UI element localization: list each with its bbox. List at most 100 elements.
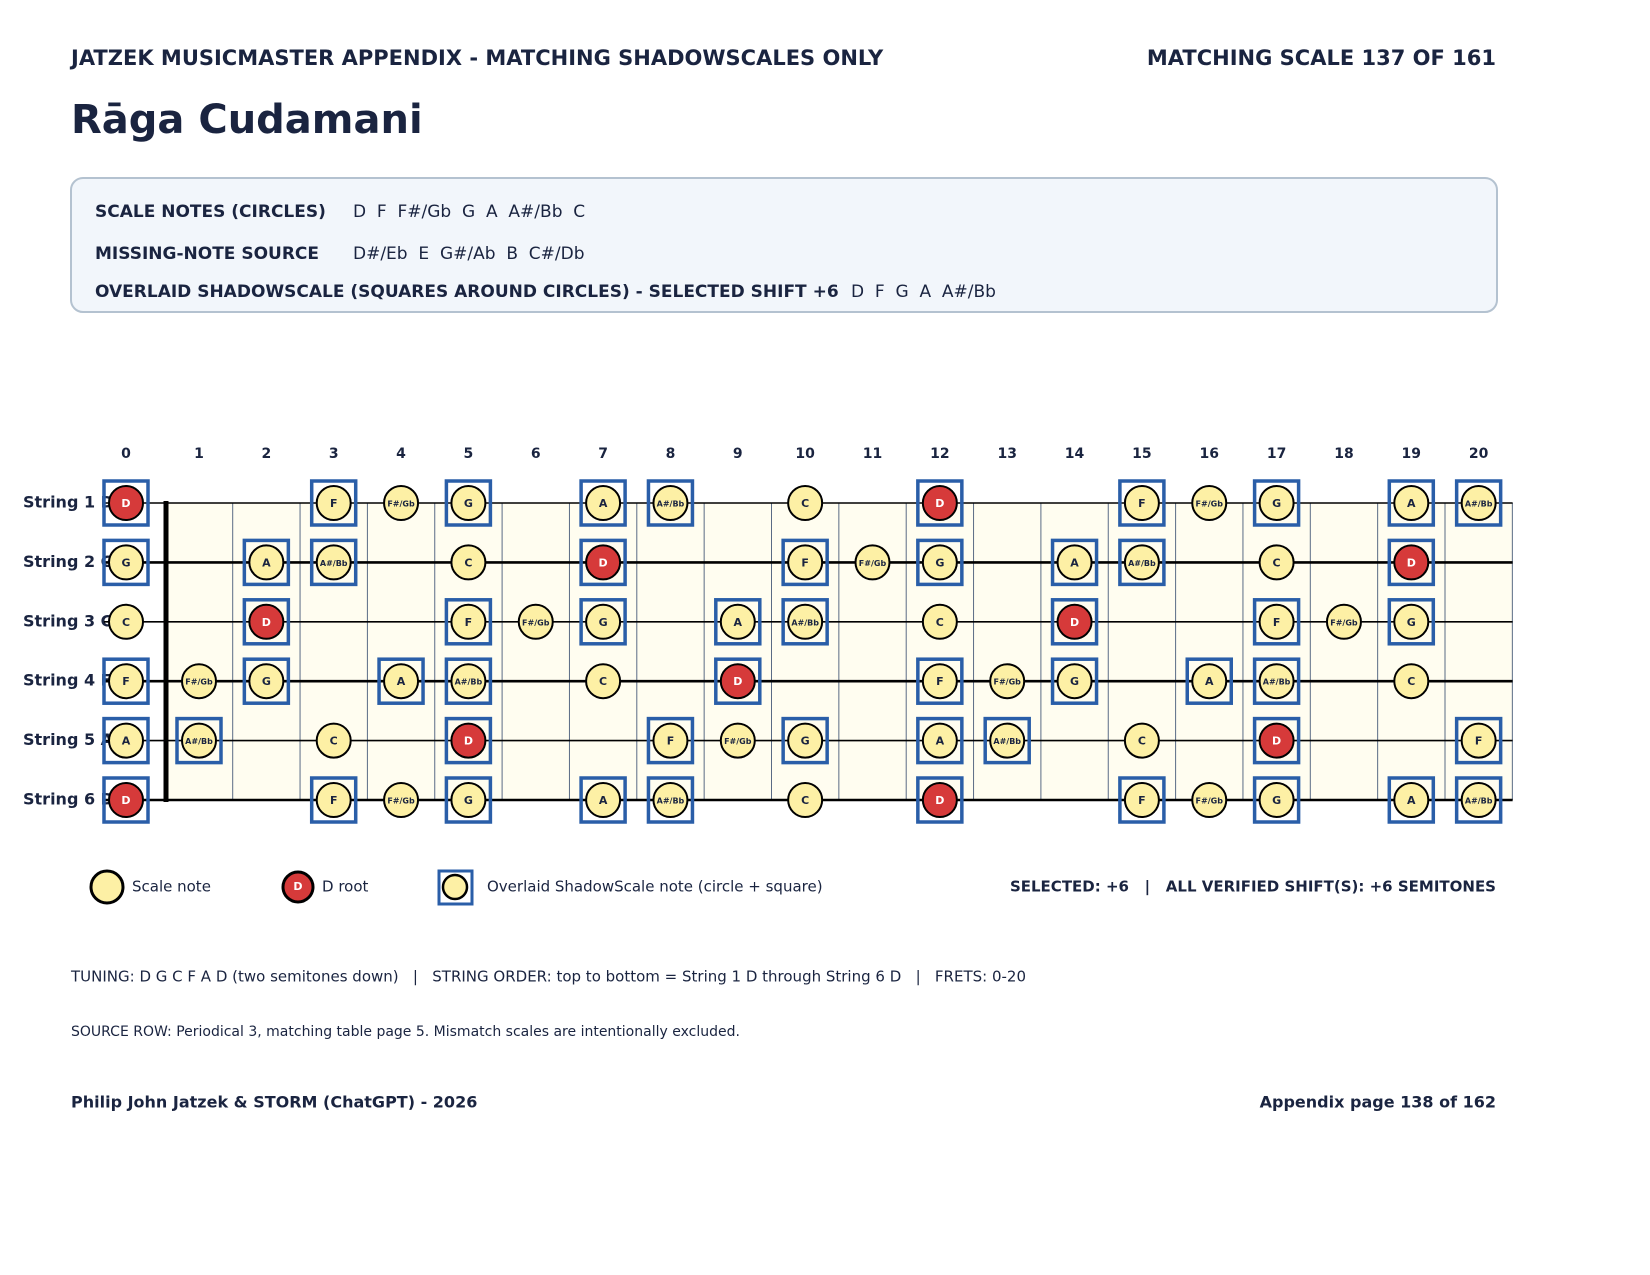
scale-note [1393,485,1430,521]
scale-note [315,782,352,818]
scale-note [315,722,352,759]
shadow-square [444,776,493,824]
fret-number: 5 [464,446,474,462]
shadow-square [1454,776,1503,824]
note-label: C [1273,556,1281,569]
fret-number: 11 [863,446,882,462]
note-label: D [1407,556,1416,569]
scale-note [181,663,217,700]
string-label: String 3 C [23,611,112,630]
shadow-square [102,776,150,824]
root-note [1258,722,1295,759]
string-label: String 4 F [23,671,112,690]
note-label: F#/Gb [1196,500,1224,509]
legend-label: Scale note [132,878,211,896]
shadow-square [916,538,964,587]
fret-number: 12 [930,446,949,462]
scale-note [854,544,891,581]
scale-note [1258,603,1295,640]
root-note [450,722,487,759]
shadow-square [1387,538,1436,587]
note-label: A [1407,497,1416,510]
note-label: A#/Bb [455,678,483,687]
shadow-square [916,479,964,527]
info-box [70,177,1498,313]
note-label: F [936,675,944,688]
note-label: G [121,556,130,569]
note-label: A#/Bb [320,559,348,568]
shadow-square [444,479,493,527]
fret-number: 19 [1402,446,1421,462]
shadow-square [242,657,291,705]
note-label: A#/Bb [1465,500,1493,509]
shadow-square [1118,479,1166,527]
note-label: F#/Gb [387,500,415,509]
note-label: C [801,794,809,807]
shadow-square [1387,598,1436,646]
scale-note [989,722,1026,759]
shadow-square [579,479,627,527]
scale-note [1393,603,1430,640]
note-label: A [122,735,131,748]
fret-number: 4 [396,446,406,462]
footer-left: Philip John Jatzek & STORM (ChatGPT) - 2… [71,1093,477,1112]
shadow-square [444,657,493,705]
scale-note [450,544,487,581]
scale-note [248,544,285,581]
scale-note [1056,663,1093,700]
scale-note [585,603,622,640]
note-label: C [936,616,944,629]
shadow-square [309,776,358,824]
shadow-square [1387,776,1436,824]
scale-note [585,663,622,700]
string-label: String 2 G [23,552,114,571]
note-label: F#/Gb [994,678,1022,687]
fret-number: 15 [1132,446,1151,462]
shadow-square [781,716,829,765]
scale-note [787,782,824,818]
note-label: G [1272,794,1281,807]
note-label: G [262,675,271,688]
root-note [108,485,144,521]
scale-name: Rāga Cudamani [71,97,423,143]
scale-note [1123,782,1160,818]
root-note [719,663,756,700]
scale-note [921,663,958,700]
scale-note [383,782,420,818]
note-label: F [330,497,338,510]
scale-note [1258,485,1295,521]
note-label: A#/Bb [791,618,819,627]
root-note [921,485,958,521]
scale-note [719,603,756,640]
shadow-square [714,598,762,646]
fret-number: 17 [1267,446,1286,462]
note-label: A [599,497,608,510]
scale-note [1393,663,1430,700]
note-label: A#/Bb [1128,559,1156,568]
scale-note [652,722,689,759]
scale-note [787,722,824,759]
legend-label: Overlaid ShadowScale note (circle + squa… [487,878,823,896]
note-label: A [1407,794,1416,807]
scale-note [787,603,824,640]
scale-note [1258,544,1295,581]
note-label: D [1070,616,1079,629]
shadow-square [102,538,150,587]
fret-number: 16 [1200,446,1219,462]
note-line: SOURCE ROW: Periodical 3, matching table… [71,1024,740,1040]
info-value: D F G A A#/Bb [851,282,996,302]
note-label: A [936,735,945,748]
string-label: String 1 D [23,493,114,512]
note-label: G [464,794,473,807]
scale-note [1191,782,1228,818]
scale-note [787,485,824,521]
string-label: String 5 A [23,730,114,749]
note-label: A#/Bb [185,737,213,746]
root-note [248,603,285,640]
legend-label: D root [322,878,369,896]
legend-root-symbol: D [293,880,302,893]
note-label: C [1138,735,1146,748]
status: SELECTED: +6 | ALL VERIFIED SHIFT(S): +6… [1010,878,1496,897]
note-label: G [935,556,944,569]
